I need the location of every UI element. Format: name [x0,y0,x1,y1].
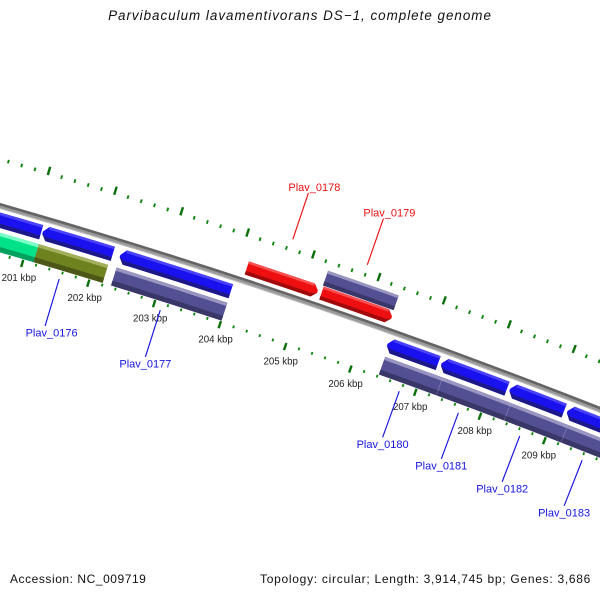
svg-text:Plav_0182: Plav_0182 [476,483,528,495]
svg-text:205 kbp: 205 kbp [263,356,297,367]
svg-text:Plav_0180: Plav_0180 [357,439,409,451]
svg-text:Plav_0179: Plav_0179 [363,208,415,220]
svg-text:208 kbp: 208 kbp [457,426,491,437]
svg-text:203 kbp: 203 kbp [133,313,167,324]
svg-text:202 kbp: 202 kbp [67,293,101,304]
svg-text:Plav_0183: Plav_0183 [538,507,590,519]
svg-text:204 kbp: 204 kbp [198,335,232,346]
svg-text:Plav_0176: Plav_0176 [26,327,78,339]
svg-text:Plav_0181: Plav_0181 [415,460,467,472]
svg-text:201 kbp: 201 kbp [2,273,36,284]
svg-text:206 kbp: 206 kbp [328,379,362,390]
svg-text:207 kbp: 207 kbp [393,402,427,413]
svg-text:209 kbp: 209 kbp [522,450,556,461]
svg-text:Plav_0178: Plav_0178 [288,182,340,194]
svg-text:Plav_0177: Plav_0177 [119,358,171,370]
